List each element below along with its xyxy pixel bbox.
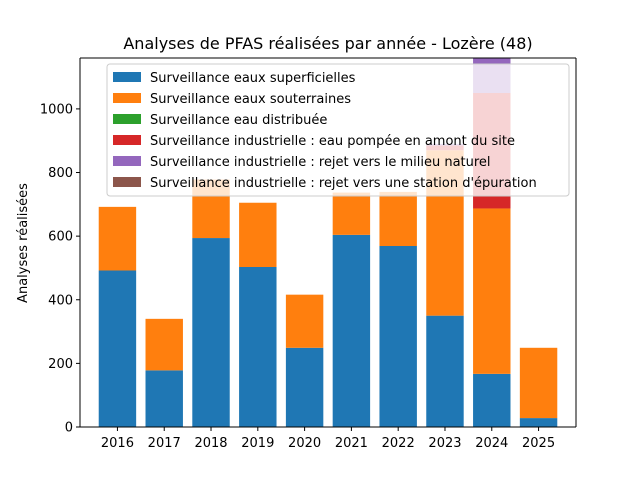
bar-2024-series-1 (473, 208, 511, 374)
legend-swatch (113, 72, 141, 82)
y-tick-label: 200 (48, 357, 73, 372)
bar-2022-series-1 (379, 191, 417, 246)
x-tick-label: 2021 (335, 436, 368, 451)
y-axis-label: Analyses réalisées (16, 183, 31, 303)
bar-2017-series-1 (145, 318, 183, 371)
x-tick-label: 2025 (522, 436, 555, 451)
x-tick-label: 2023 (428, 436, 461, 451)
legend-swatch (113, 177, 141, 187)
legend-swatch (113, 156, 141, 166)
x-tick-label: 2024 (475, 436, 508, 451)
bar-2016-series-0 (98, 270, 137, 427)
legend-box (106, 63, 570, 197)
bar-2021-series-0 (332, 234, 371, 427)
y-tick-label: 600 (48, 230, 73, 245)
legend-label: Surveillance eaux souterraines (150, 92, 351, 107)
legend-swatch (113, 93, 141, 103)
legend-label: Surveillance eaux superficielles (150, 71, 356, 86)
legend-label: Surveillance eau distribuée (150, 113, 327, 128)
legend-label: Surveillance industrielle : eau pompée e… (150, 134, 515, 149)
bar-2016-series-1 (98, 206, 137, 271)
bar-2024-series-0 (473, 373, 511, 427)
x-tick-label: 2017 (148, 436, 181, 451)
y-tick-label: 800 (48, 166, 73, 181)
bar-2025-series-1 (519, 347, 558, 419)
x-tick-label: 2018 (194, 436, 227, 451)
bar-2018-series-0 (192, 238, 230, 427)
bar-2025-series-0 (519, 418, 558, 427)
chart-title: Analyses de PFAS réalisées par année - L… (123, 34, 532, 53)
y-tick-label: 400 (48, 293, 73, 308)
legend-swatch (113, 135, 141, 145)
x-tick-label: 2022 (382, 436, 415, 451)
x-tick-label: 2016 (101, 436, 134, 451)
x-tick-label: 2020 (288, 436, 321, 451)
bar-2020-series-0 (285, 347, 324, 427)
bar-2017-series-0 (145, 370, 183, 427)
legend-label: Surveillance industrielle : rejet vers u… (150, 176, 537, 191)
legend-swatch (113, 114, 141, 124)
bar-2021-series-1 (332, 192, 371, 235)
bar-2022-series-0 (379, 246, 417, 427)
y-tick-label: 1000 (40, 102, 73, 117)
x-tick-label: 2019 (241, 436, 274, 451)
bar-2020-series-1 (285, 294, 324, 348)
bar-2019-series-1 (239, 202, 277, 267)
legend-label: Surveillance industrielle : rejet vers l… (150, 155, 491, 170)
bar-2019-series-0 (239, 266, 277, 427)
bar-2023-series-0 (426, 315, 464, 427)
y-tick-label: 0 (65, 421, 73, 436)
